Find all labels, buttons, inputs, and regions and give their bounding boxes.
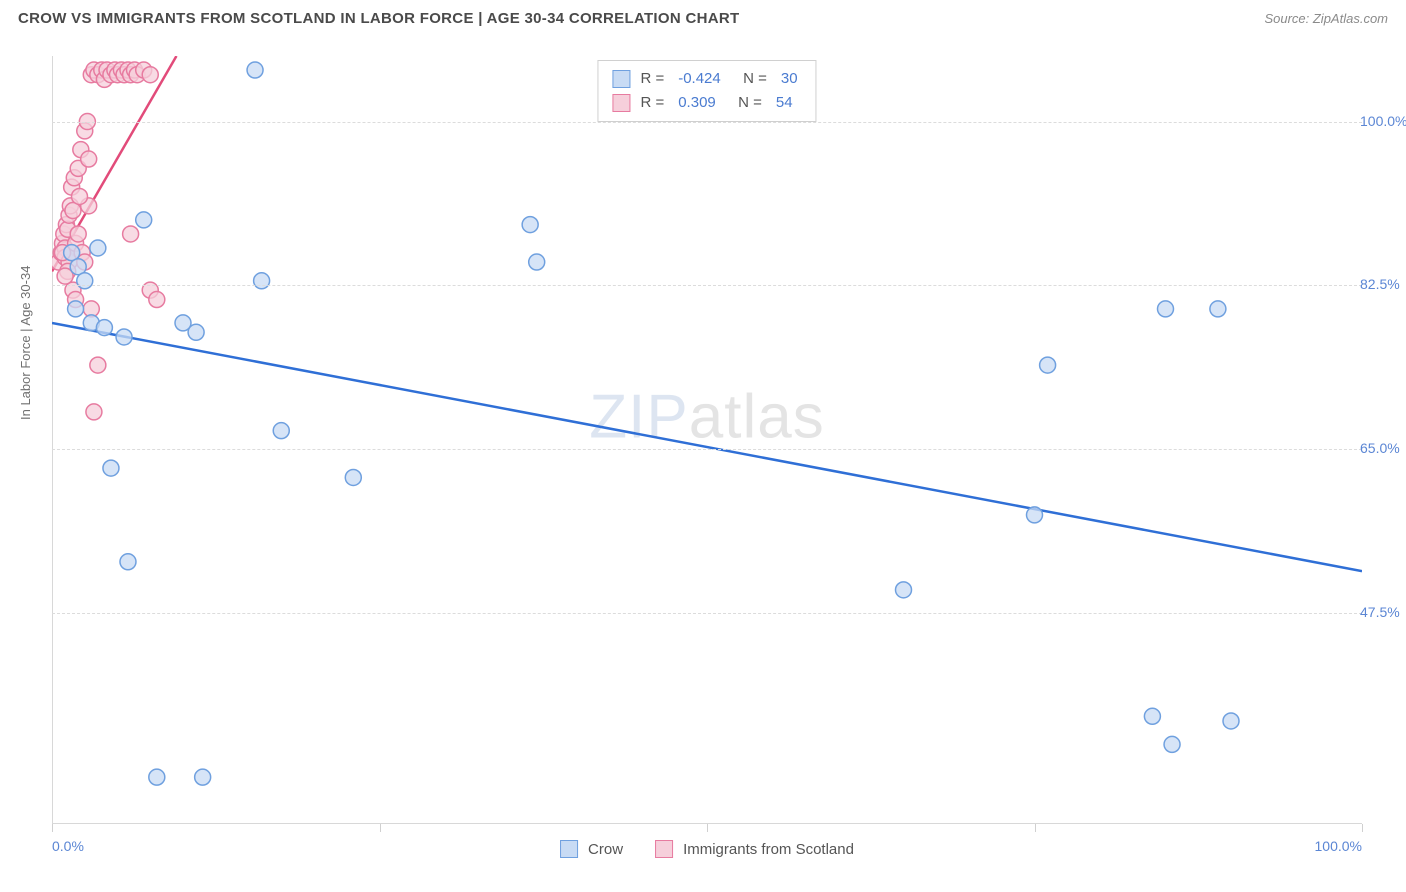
y-tick-label: 82.5% [1352, 276, 1400, 292]
legend-n-scotland: 54 [776, 91, 793, 115]
y-axis-label: In Labor Force | Age 30-34 [18, 266, 33, 420]
legend-bottom-label-scotland: Immigrants from Scotland [683, 841, 854, 858]
x-tick-label: 0.0% [52, 838, 84, 854]
legend-swatch-scotland [612, 94, 630, 112]
gridline [52, 285, 1362, 286]
x-tick [52, 824, 53, 832]
chart-title: CROW VS IMMIGRANTS FROM SCOTLAND IN LABO… [18, 10, 739, 27]
x-tick [1362, 824, 1363, 832]
legend-bottom-swatch-scotland [655, 840, 673, 858]
plot-area: ZIPatlas R = -0.424 N = 30 R = 0.309 N =… [52, 56, 1362, 824]
correlation-legend: R = -0.424 N = 30 R = 0.309 N = 54 [597, 60, 816, 122]
x-tick [380, 824, 381, 832]
legend-bottom-swatch-crow [560, 840, 578, 858]
gridline [52, 613, 1362, 614]
legend-r-crow: -0.424 [678, 67, 721, 91]
legend-r-scotland: 0.309 [678, 91, 716, 115]
y-tick-label: 65.0% [1352, 440, 1400, 456]
gridline [52, 122, 1362, 123]
legend-swatch-crow [612, 70, 630, 88]
plot-frame [52, 56, 1362, 824]
x-tick [707, 824, 708, 832]
legend-row-scotland: R = 0.309 N = 54 [612, 91, 801, 115]
y-tick-label: 47.5% [1352, 604, 1400, 620]
legend-row-crow: R = -0.424 N = 30 [612, 67, 801, 91]
x-tick-label: 100.0% [1315, 838, 1362, 854]
legend-bottom-label-crow: Crow [588, 841, 623, 858]
chart-header: CROW VS IMMIGRANTS FROM SCOTLAND IN LABO… [0, 0, 1406, 33]
chart-source: Source: ZipAtlas.com [1264, 11, 1388, 26]
gridline [52, 449, 1362, 450]
series-legend: Crow Immigrants from Scotland [560, 840, 854, 858]
y-tick-label: 100.0% [1352, 113, 1406, 129]
legend-n-crow: 30 [781, 67, 798, 91]
x-tick [1035, 824, 1036, 832]
